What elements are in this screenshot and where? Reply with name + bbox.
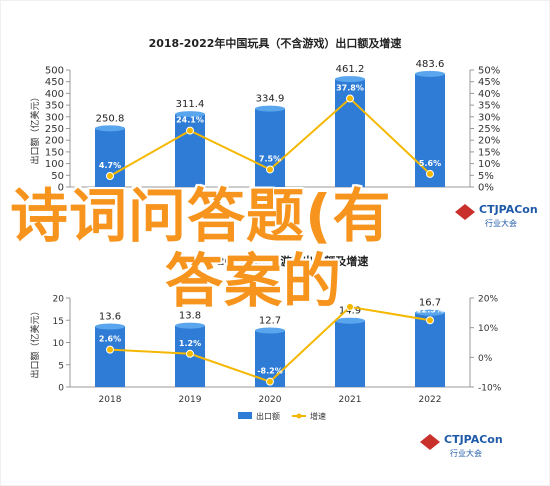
growth-point [186, 126, 194, 135]
y-axis-label: 出口额（亿美元） [29, 306, 41, 378]
bar-value-label: 13.8 [179, 311, 201, 322]
x-tick-label: 2022 [419, 395, 442, 405]
bar-cap [415, 70, 445, 77]
legend-label: 增速 [310, 411, 326, 421]
x-tick-label: 2019 [179, 395, 202, 405]
y-tick-label: 0 [58, 384, 64, 394]
y2-tick-label: 0% [478, 183, 494, 194]
growth-value-label: 7.5% [259, 154, 281, 163]
y2-tick-label: 40% [478, 89, 500, 100]
y2-tick-label: 50% [478, 66, 500, 77]
legend-label: 出口额 [256, 411, 280, 421]
growth-point [266, 377, 274, 386]
y-tick-label: 350 [45, 101, 64, 112]
y-tick-label: 0 [58, 183, 64, 194]
growth-point [266, 165, 274, 174]
bar [175, 114, 205, 187]
y-tick-label: 20 [53, 295, 65, 305]
y-tick-label: 300 [45, 112, 64, 123]
y-tick-label: 5 [58, 361, 64, 371]
y-tick-label: 100 [45, 159, 64, 170]
bar-cap [415, 309, 445, 316]
logo-sub: 行业大会 [485, 218, 517, 228]
growth-point [106, 345, 114, 354]
bar [415, 312, 445, 387]
y-tick-label: 250 [45, 124, 64, 135]
growth-point [346, 302, 354, 311]
bar-cap [95, 323, 125, 330]
y-tick-label: 500 [45, 66, 64, 77]
overlay-watermark-line1: 诗词问答题(有 [10, 182, 392, 250]
logo-sub: 行业大会 [450, 448, 482, 458]
bar-value-label: 14.9 [339, 306, 361, 317]
growth-value-label: 12.5% [416, 305, 444, 314]
y2-tick-label: 20% [478, 295, 498, 305]
bar-value-label: 16.7 [419, 298, 441, 309]
growth-point [106, 172, 114, 181]
logo-name: CTJPACon [444, 433, 503, 446]
x-tick-label: 2020 [259, 395, 282, 405]
bar-cap [255, 327, 285, 334]
bar-cap [335, 76, 365, 83]
y2-tick-label: 5% [478, 171, 494, 182]
y2-tick-label: 10% [478, 159, 500, 170]
growth-point [426, 316, 434, 325]
logo-name: CTJPACon [479, 203, 538, 216]
bar [255, 108, 285, 187]
growth-point [186, 349, 194, 358]
y-tick-label: 400 [45, 89, 64, 100]
y-tick-label: 15 [53, 317, 64, 327]
bar [415, 73, 445, 187]
growth-point [346, 94, 354, 103]
bar-value-label: 483.6 [416, 59, 445, 70]
y-tick-label: 450 [45, 77, 64, 88]
legend-bar-swatch [238, 412, 252, 419]
bar-cap [335, 317, 365, 324]
y2-tick-label: 45% [478, 77, 500, 88]
y2-tick-label: 20% [478, 136, 500, 147]
bar-value-label: 461.2 [336, 64, 365, 75]
y2-tick-label: -10% [478, 384, 502, 394]
bar-cap [175, 111, 205, 118]
y2-tick-label: 30% [478, 112, 500, 123]
y-tick-label: 10 [53, 339, 65, 349]
x-tick-label: 2018 [99, 395, 122, 405]
logo-mark-icon [455, 204, 475, 220]
growth-value-label: 4.7% [99, 161, 121, 170]
y2-tick-label: 35% [478, 101, 500, 112]
chart-title: 2018-2022年中国玩具（不含游戏）出口额及增速 [149, 36, 402, 50]
bar-cap [175, 322, 205, 329]
bar-value-label: 13.6 [99, 311, 121, 322]
chart-title: 2018-2022年中国游戏出口额及增速 [182, 254, 369, 268]
y2-tick-label: 15% [478, 147, 500, 158]
bar-cap [255, 105, 285, 112]
bar-value-label: 311.4 [176, 99, 205, 110]
bar-value-label: 250.8 [96, 113, 125, 124]
y-axis-label: 出口额（亿美元） [29, 92, 41, 164]
overlay-watermark-line2: 答案的 [165, 247, 343, 315]
x-tick-label: 2021 [339, 395, 362, 405]
bar-value-label: 12.7 [259, 315, 281, 326]
growth-value-label: 2.6% [99, 335, 121, 344]
y2-tick-label: 10% [478, 324, 498, 334]
growth-value-label: 24.1% [176, 116, 204, 125]
growth-point [426, 169, 434, 178]
growth-value-label: -8.2% [257, 367, 283, 376]
growth-value-label: 17.0% [336, 292, 364, 301]
bar-cap [95, 125, 125, 132]
bar [335, 320, 365, 387]
logo-mark-icon [420, 434, 440, 450]
bar-value-label: 334.9 [256, 94, 285, 105]
bar [95, 326, 125, 387]
y2-tick-label: 25% [478, 124, 500, 135]
growth-value-label: 5.6% [419, 159, 441, 168]
y-tick-label: 150 [45, 147, 64, 158]
y-tick-label: 200 [45, 136, 64, 147]
y2-tick-label: 0% [478, 354, 493, 364]
legend-line-point [296, 413, 302, 419]
y-tick-label: 50 [51, 171, 64, 182]
growth-value-label: 37.8% [336, 84, 364, 93]
growth-value-label: 1.2% [179, 339, 201, 348]
